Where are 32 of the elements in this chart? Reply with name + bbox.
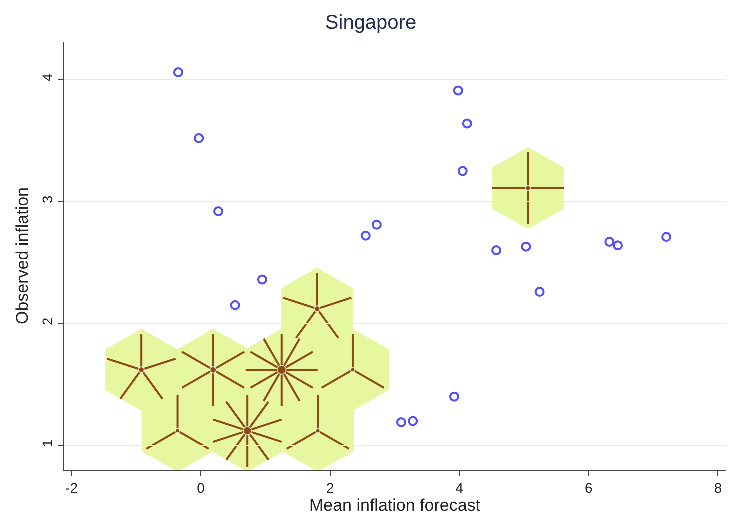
point <box>521 242 532 252</box>
point <box>194 133 204 144</box>
point <box>604 236 615 247</box>
point <box>173 67 184 78</box>
point <box>453 86 464 96</box>
point <box>257 274 268 285</box>
x-tick-label: 6 <box>585 480 594 496</box>
point <box>534 286 545 297</box>
point <box>372 220 382 230</box>
y-tick-label: 1 <box>39 439 56 448</box>
y-axis-title: Observed inflation <box>12 187 32 325</box>
x-tick-label: 8 <box>714 480 722 496</box>
point <box>360 230 371 241</box>
x-tick-label: 4 <box>456 480 464 496</box>
y-tick-label: 3 <box>39 196 56 204</box>
chart-title: Singapore <box>325 12 417 34</box>
x-tick-label: 2 <box>326 480 334 496</box>
point <box>408 416 418 426</box>
x-tick-label: -2 <box>66 480 78 496</box>
point <box>613 240 624 251</box>
point <box>662 232 672 242</box>
point <box>396 417 406 428</box>
point <box>462 118 472 129</box>
point <box>449 392 460 402</box>
point <box>458 166 468 176</box>
x-tick-label: 0 <box>197 480 206 496</box>
point <box>492 246 502 256</box>
y-tick-label: 2 <box>39 317 56 326</box>
y-tick-label: 4 <box>39 74 56 82</box>
point <box>214 206 224 216</box>
x-axis-title: Mean inflation forecast <box>309 496 481 516</box>
point <box>230 300 240 310</box>
